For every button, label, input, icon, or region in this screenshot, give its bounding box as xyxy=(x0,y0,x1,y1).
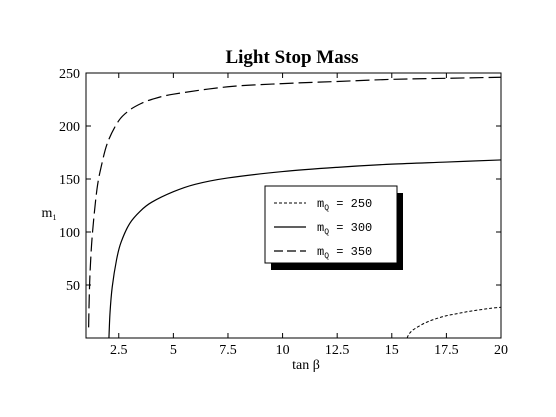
series-line-350 xyxy=(88,76,502,328)
x-tick-label: 2.5 xyxy=(110,343,128,358)
y-axis-label-sub: 1 xyxy=(52,213,56,222)
y-tick-label: 250 xyxy=(59,67,80,82)
legend-label-350: mQ = 350 xyxy=(317,245,372,261)
x-tick-label: 12.5 xyxy=(325,343,350,358)
legend-label-300: mQ = 300 xyxy=(317,221,372,237)
series-line-250 xyxy=(406,306,502,339)
chart-title: Light Stop Mass xyxy=(225,47,358,68)
legend-label-250: mQ = 250 xyxy=(317,197,372,213)
x-tick-label: 10 xyxy=(276,343,290,358)
y-tick-label: 150 xyxy=(59,173,80,188)
x-tick-label: 17.5 xyxy=(434,343,459,358)
y-tick-label: 50 xyxy=(66,279,80,294)
y-axis-label: m1 xyxy=(42,206,57,222)
series-line-300 xyxy=(108,159,502,339)
x-tick-label: 5 xyxy=(170,343,177,358)
legend: mQ = 250 mQ = 300 mQ = 350 xyxy=(264,185,403,270)
y-axis: 50 100 150 200 250 xyxy=(59,67,501,294)
y-tick-label: 100 xyxy=(59,226,80,241)
series-lines xyxy=(88,76,502,339)
x-tick-label: 7.5 xyxy=(219,343,237,358)
plot-frame xyxy=(85,72,502,339)
x-tick-label: 15 xyxy=(385,343,399,358)
legend-box xyxy=(264,185,398,264)
y-axis-label-main: m xyxy=(42,206,53,221)
x-axis: 2.5 5 7.5 10 12.5 15 17.5 20 xyxy=(110,73,508,358)
x-tick-label: 20 xyxy=(494,343,508,358)
y-tick-label: 200 xyxy=(59,120,80,135)
x-axis-label: tan β xyxy=(292,358,320,373)
legend-entries: mQ = 250 mQ = 300 mQ = 350 xyxy=(274,197,372,261)
